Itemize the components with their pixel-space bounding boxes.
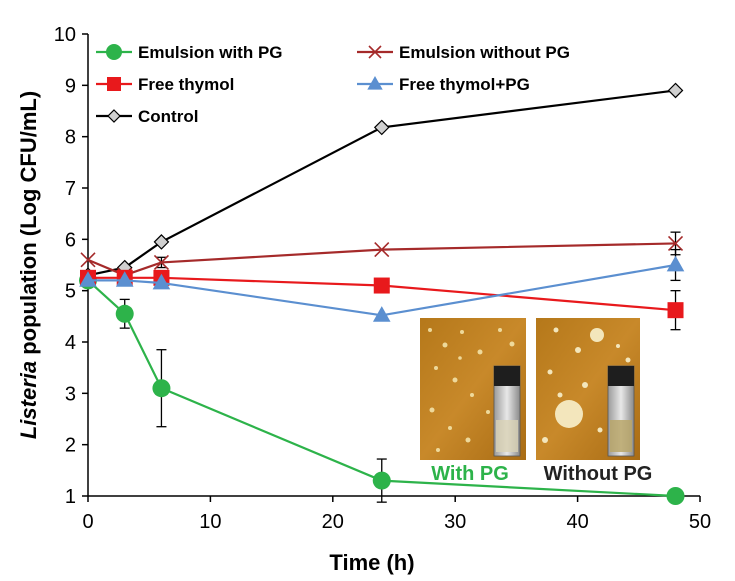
legend-item: Emulsion without PG <box>357 43 570 62</box>
data-point <box>152 273 171 290</box>
data-point <box>666 487 685 505</box>
data-point <box>667 82 684 99</box>
without-pg-caption: Without PG <box>544 463 653 485</box>
legend-label: Control <box>138 107 198 126</box>
data-point <box>667 302 684 319</box>
series-emulsion-without-pg <box>80 231 684 283</box>
y-axis-label-rest: population (Log CFU/mL) <box>16 91 41 361</box>
x-tick-label: 10 <box>199 511 221 533</box>
legend: Emulsion with PG Emulsion without PG Free … <box>96 43 570 126</box>
legend-label: Emulsion with PG <box>138 43 283 62</box>
x-tick-labels: 0 10 20 30 40 50 <box>82 496 711 533</box>
data-point <box>667 235 684 252</box>
x-axis-label: Time (h) <box>329 550 414 575</box>
data-point <box>153 254 170 270</box>
legend-label: Free thymol+PG <box>399 75 530 94</box>
y-tick-labels: 1 2 3 4 5 6 7 8 9 10 <box>54 24 88 508</box>
data-point <box>79 271 97 287</box>
x-tick-label: 20 <box>322 511 344 533</box>
y-tick-label: 5 <box>65 281 76 303</box>
legend-item: Free thymol+PG <box>357 75 530 94</box>
legend-item: Control <box>96 107 198 126</box>
y-axis-label: Listeria population (Log CFU/mL) <box>16 91 41 439</box>
data-point <box>80 252 96 268</box>
data-point <box>373 119 390 136</box>
data-point <box>115 304 134 323</box>
legend-marker <box>367 75 383 90</box>
y-tick-label: 3 <box>65 383 76 405</box>
legend-label: Emulsion without PG <box>399 43 570 62</box>
data-point <box>666 255 685 272</box>
without-pg-image <box>536 318 640 460</box>
y-tick-label: 1 <box>65 486 76 508</box>
legend-marker <box>107 77 121 91</box>
y-tick-label: 10 <box>54 24 76 46</box>
axes <box>87 34 700 497</box>
legend-item: Emulsion with PG <box>96 43 283 62</box>
y-tick-label: 2 <box>65 435 76 457</box>
data-point <box>372 471 391 490</box>
series-layer <box>79 82 685 505</box>
data-point <box>115 271 134 287</box>
data-point <box>372 306 391 322</box>
with-pg-image <box>420 318 526 460</box>
data-point <box>153 234 170 250</box>
x-tick-label: 50 <box>689 511 711 533</box>
series-line <box>87 242 676 277</box>
data-point <box>374 242 390 258</box>
x-tick-label: 30 <box>444 511 466 533</box>
y-axis-label-italic: Listeria <box>16 361 41 439</box>
inset-images: With PG Without PG <box>420 318 652 485</box>
y-tick-label: 6 <box>65 229 76 251</box>
with-pg-caption: With PG <box>431 463 509 485</box>
x-tick-label: 40 <box>566 511 588 533</box>
legend-item: Free thymol <box>96 75 234 94</box>
legend-marker <box>106 44 122 60</box>
y-tick-label: 7 <box>65 178 76 200</box>
y-tick-label: 9 <box>65 75 76 97</box>
legend-marker <box>368 45 382 59</box>
data-point <box>152 379 171 398</box>
legend-marker <box>107 109 121 123</box>
legend-label: Free thymol <box>138 75 234 94</box>
data-point <box>373 277 390 294</box>
x-tick-label: 0 <box>82 511 93 533</box>
y-tick-label: 8 <box>65 127 76 149</box>
series-free-thymol-pg <box>79 248 685 322</box>
y-tick-label: 4 <box>65 332 76 354</box>
